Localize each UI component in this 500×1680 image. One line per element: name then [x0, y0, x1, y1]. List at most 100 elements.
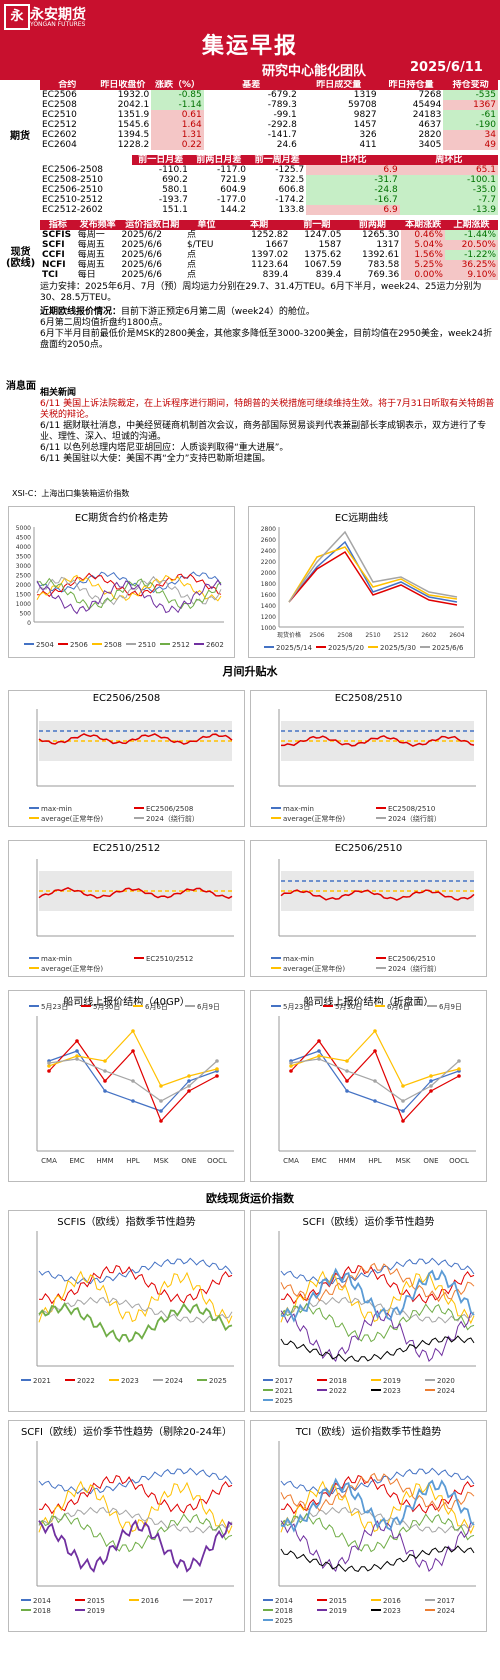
series-line [280, 1267, 475, 1323]
data-point [103, 1089, 107, 1093]
legend-label: 2025 [275, 1617, 293, 1625]
data-point [401, 1084, 405, 1088]
spot-cur-cell: 1397.02 [251, 250, 289, 260]
spot-pchg-cell: 20.50% [444, 240, 498, 250]
chart-scfi-seasonal-svg: 2017 2018 2019 2020 2021 2022 2023 2024 2025 [263, 1231, 476, 1405]
change-cell: 1.31 [151, 130, 204, 140]
data-point [103, 1069, 107, 1073]
news-label: 消息面 [6, 381, 36, 392]
contract-cell: EC2510 [42, 110, 77, 120]
series-line [280, 1257, 475, 1285]
spot-col-p2: 前两期 [343, 220, 402, 230]
spot-freq-cell: 每周五 [77, 240, 105, 250]
legend-label: 2017 [195, 1597, 213, 1605]
y-tick: 2200 [261, 559, 276, 566]
col-basis: 基差 [203, 80, 299, 90]
spot-freq-cell: 每周一 [77, 230, 105, 240]
y-tick: 500 [20, 611, 32, 618]
legend-label: 2021 [33, 1377, 51, 1385]
legend-label: 2018 [275, 1607, 293, 1615]
spot-p1-cell: 1375.62 [304, 250, 342, 260]
close-cell: 1228.2 [117, 140, 150, 150]
spread-d2-cell: 144.2 [220, 205, 247, 215]
x-tick: MSK [153, 1157, 168, 1165]
data-point [187, 1084, 191, 1088]
chart-carrier-index: 船司线上报价结构（折盘面） 5月23日 5月30日 6月6日 6月9日 CMA EMC HM… [250, 990, 487, 1182]
band-max-min [39, 721, 232, 761]
logo-en: YONGAN FUTURES [30, 21, 86, 28]
legend-label: EC2506/2508 [146, 805, 193, 813]
data-point [131, 1029, 135, 1033]
close-cell: 1351.9 [117, 110, 150, 120]
spread-d2-cell: 604.9 [220, 185, 247, 195]
volume-cell: 326 [359, 130, 377, 140]
data-point [289, 1064, 293, 1068]
oi-change-cell: -535 [443, 90, 498, 100]
futures-row: EC2604 1228.2 0.22 24.6 411 3405 49 [40, 140, 498, 150]
capacity-text: 运力安排：2025年6月、7月（预）周均运力分别在29.7、31.4万TEU。6… [40, 282, 482, 303]
data-point [75, 1057, 79, 1061]
report-header: 永 永安期货 YONGAN FUTURES 集运早报 研究中心能化团队 2025… [0, 0, 500, 80]
volume-cell: 1319 [353, 90, 377, 100]
legend-label: 6月9日 [197, 1003, 220, 1011]
col-oi: 昨日持仓量 [378, 80, 444, 90]
spot-pchg-cell: -1.22% [444, 250, 498, 260]
basis-cell: -292.8 [267, 120, 297, 130]
series-line [280, 1506, 475, 1534]
legend-label: 2015 [329, 1597, 347, 1605]
legend-label: 2018 [33, 1607, 51, 1615]
legend-label: 2602 [206, 641, 224, 649]
spot-chg-cell: 0.46% [401, 230, 445, 240]
spot-name-cell: SCFI [42, 240, 65, 250]
chart-ec-forward-svg: 1000 1200 1400 1600 1800 2000 2200 2400 2600 2800… [261, 526, 465, 652]
spot-col-unit: 单位 [184, 220, 228, 230]
basis-cell: -141.7 [267, 130, 297, 140]
y-tick: 1800 [261, 581, 276, 588]
legend-label: 2024（绕行前） [388, 814, 441, 823]
basis-cell: 24.6 [276, 140, 297, 150]
y-tick: 2800 [261, 526, 276, 533]
spread-d1-cell: 151.1 [162, 205, 188, 215]
series-line [36, 572, 222, 598]
spread-contract-cell: EC2506-2508 [42, 165, 104, 175]
legend-label: 2017 [275, 1377, 293, 1385]
legend-label: 5月23日 [283, 1003, 310, 1011]
spread-row: EC2512-2602 151.1 144.2 133.8 6.9 -13.9 [40, 205, 498, 215]
spread-d1-cell: 580.1 [162, 185, 188, 195]
futures-header-row: 合约 昨日收盘价 涨跌（%） 基差 昨日成交量 昨日持仓量 持仓变动 [40, 80, 498, 90]
legend-label: 2022 [77, 1377, 95, 1385]
chart-carrier-40gp-title: 船司线上报价结构（40GP） [63, 997, 190, 1008]
change-cell: 1.64 [151, 120, 204, 130]
series-line [38, 1302, 233, 1343]
chart-scfi-seasonal-title: SCFI（欧线）运价季节性趋势 [302, 1217, 435, 1228]
x-tick: HPL [126, 1157, 139, 1165]
data-point [345, 1059, 349, 1063]
x-tick: 2604 [449, 632, 464, 639]
spot-row: SCFI 每周五 2025/6/6 $/TEU 1667 1587 1317 5.04% 20.… [40, 240, 498, 250]
spread-contract-cell: EC2512-2602 [42, 205, 104, 215]
spot-date-cell: 2025/6/6 [121, 260, 162, 270]
spread-w1-cell: -174.2 [275, 195, 305, 205]
data-point [187, 1074, 191, 1078]
spot-freq-cell: 每日 [77, 270, 96, 280]
close-cell: 1394.5 [117, 130, 150, 140]
spread-ww-cell: -100.1 [399, 175, 498, 185]
data-point [159, 1084, 163, 1088]
chart-tci-seasonal-title: TCI（欧线）运价指数季节性趋势 [295, 1427, 442, 1438]
col-oi-change: 持仓变动 [443, 80, 498, 90]
chart-ec-forward: EC远期曲线 1000 1200 1400 1600 1800 2000 2200 2400 2… [248, 506, 475, 658]
legend-label: 2024 [437, 1607, 455, 1615]
data-point [317, 1054, 321, 1058]
x-tick: EMC [311, 1157, 326, 1165]
x-tick: HPL [368, 1157, 381, 1165]
y-tick: 5000 [16, 525, 31, 532]
spot-header-row: 指标 发布频率 运价指数日期 单位 本期 前一期 前两期 本期涨跌 上期涨跌 [40, 220, 498, 230]
chart-scfis-seasonal-title: SCFIS（欧线）指数季节性趋势 [57, 1217, 196, 1228]
spot-p1-cell: 1587 [318, 240, 342, 250]
data-point [187, 1089, 191, 1093]
spread-line [281, 735, 475, 747]
y-tick: 2000 [261, 570, 276, 577]
price-block: 近期欧线报价情况：目前下游正预定6月第二周（week24）的舱位。 6月第二周均… [40, 307, 495, 351]
chart-scfis-seasonal-svg: 2021 2022 2023 2024 2025 [21, 1231, 234, 1385]
spot-label: 现货 (欧线) [6, 247, 36, 269]
